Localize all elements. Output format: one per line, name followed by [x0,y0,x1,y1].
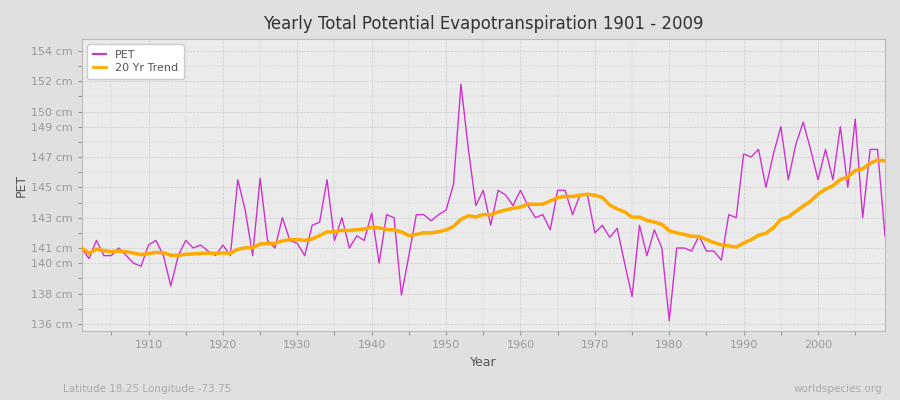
Y-axis label: PET: PET [15,174,28,197]
Legend: PET, 20 Yr Trend: PET, 20 Yr Trend [87,44,184,79]
Text: Latitude 18.25 Longitude -73.75: Latitude 18.25 Longitude -73.75 [63,384,231,394]
Text: worldspecies.org: worldspecies.org [794,384,882,394]
X-axis label: Year: Year [470,356,497,369]
Title: Yearly Total Potential Evapotranspiration 1901 - 2009: Yearly Total Potential Evapotranspiratio… [263,15,704,33]
